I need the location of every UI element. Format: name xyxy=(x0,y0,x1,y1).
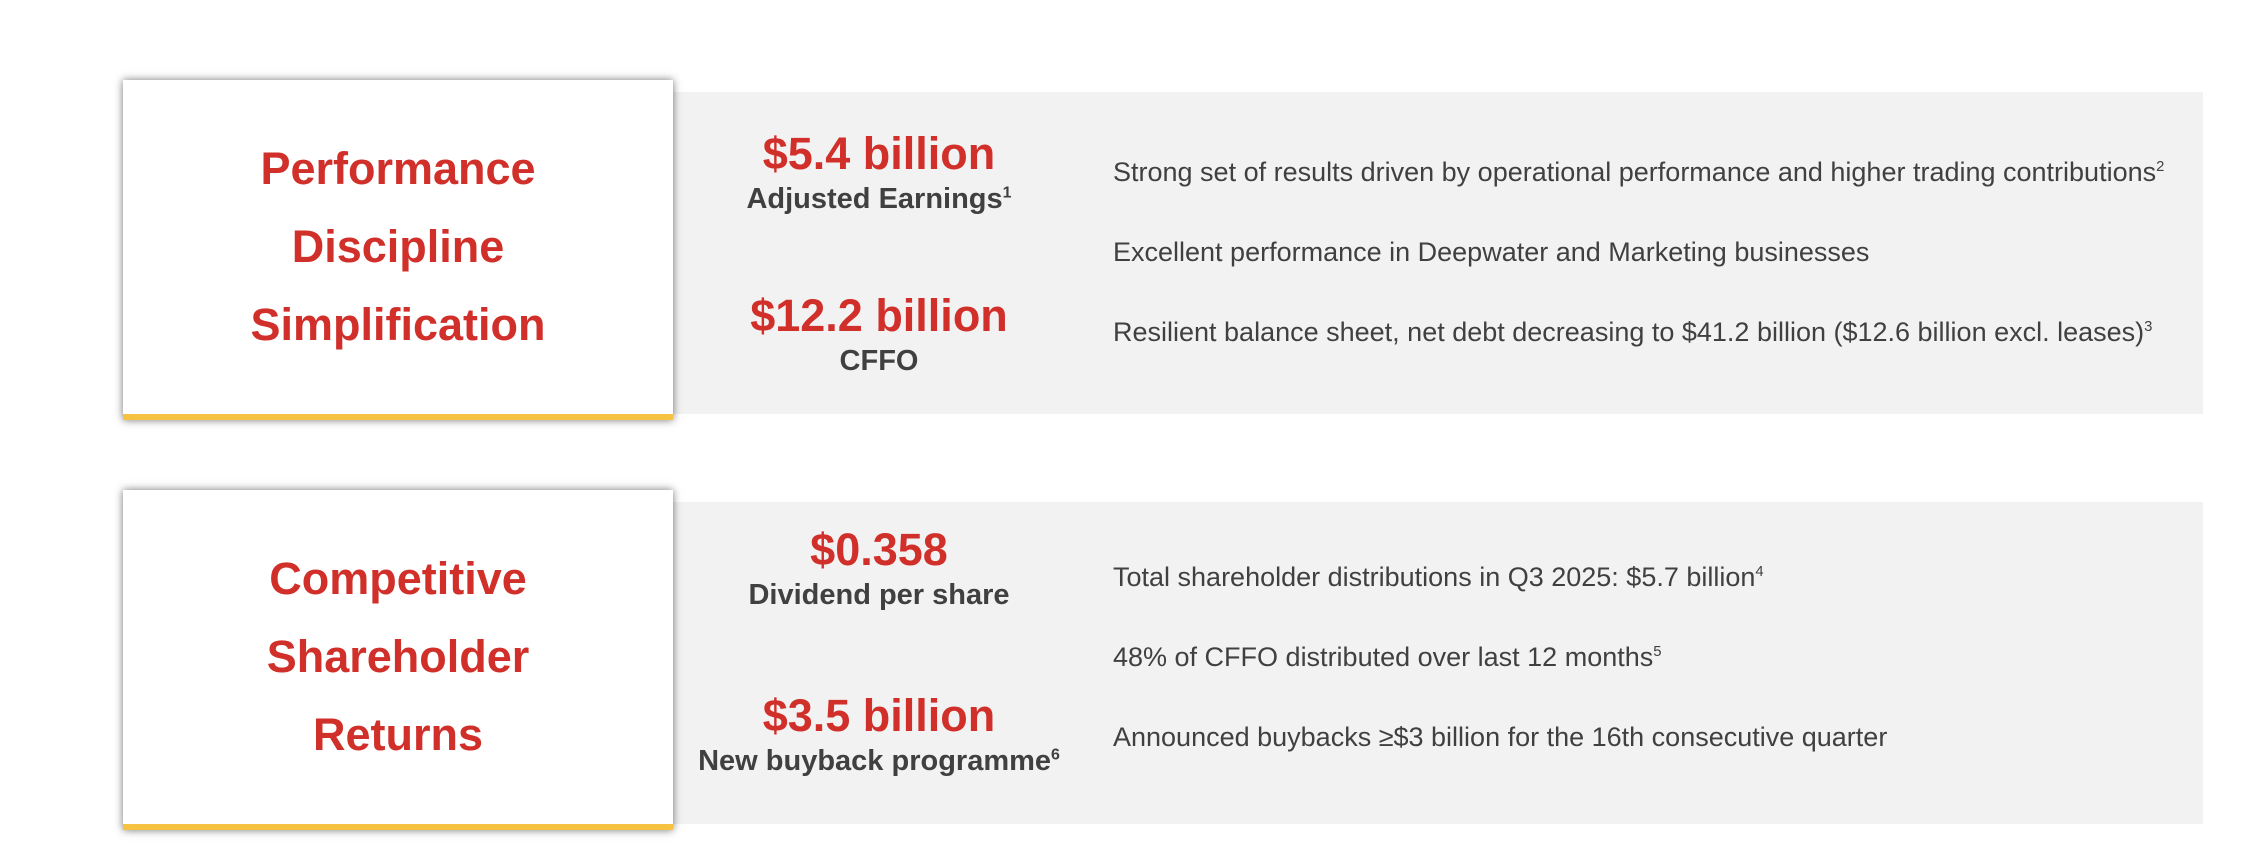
bullet-item: 48% of CFFO distributed over last 12 mon… xyxy=(1113,642,1662,672)
performance-title-card: Performance Discipline Simplification xyxy=(123,80,673,420)
footnote-marker: 4 xyxy=(1755,564,1764,580)
footnote-marker: 6 xyxy=(1051,746,1060,764)
metric-buyback: $3.5 billion New buyback programme6 xyxy=(689,690,1069,780)
metric-cffo: $12.2 billion CFFO xyxy=(689,290,1069,380)
bullet-item: Strong set of results driven by operatio… xyxy=(1113,157,2165,187)
title-line: Shareholder xyxy=(266,631,530,682)
metric-label: New buyback programme6 xyxy=(698,745,1060,777)
bullet-item: Total shareholder distributions in Q3 20… xyxy=(1113,562,1764,592)
metric-dividend: $0.358 Dividend per share xyxy=(689,524,1069,614)
title-line: Performance xyxy=(260,143,536,194)
footnote-marker: 5 xyxy=(1653,644,1662,660)
title-line: Simplification xyxy=(250,299,546,350)
title-line: Returns xyxy=(312,709,483,760)
metric-value: $3.5 billion xyxy=(762,690,996,741)
footnote-marker: 2 xyxy=(2156,159,2165,175)
metric-value: $5.4 billion xyxy=(762,128,996,179)
shareholder-title-card: Competitive Shareholder Returns xyxy=(123,490,673,830)
metric-adjusted-earnings: $5.4 billion Adjusted Earnings1 xyxy=(689,128,1069,218)
title-line: Discipline xyxy=(291,221,505,272)
shareholder-title: Competitive Shareholder Returns xyxy=(267,540,530,774)
bullet-item: Excellent performance in Deepwater and M… xyxy=(1113,237,1870,267)
performance-title: Performance Discipline Simplification xyxy=(250,130,545,364)
bullet-item: Announced buybacks ≥$3 billion for the 1… xyxy=(1113,722,1888,752)
metric-value: $12.2 billion xyxy=(750,290,1008,341)
title-line: Competitive xyxy=(269,553,527,604)
footnote-marker: 1 xyxy=(1002,184,1012,202)
metric-label: Adjusted Earnings1 xyxy=(746,183,1012,215)
bullet-item: Resilient balance sheet, net debt decrea… xyxy=(1113,317,2153,347)
metric-label: Dividend per share xyxy=(748,579,1010,611)
performance-panel: Performance Discipline Simplification $5… xyxy=(123,80,2203,426)
metric-label: CFFO xyxy=(839,345,919,377)
footnote-marker: 3 xyxy=(2144,319,2153,335)
performance-details-background xyxy=(673,92,2203,414)
metric-value: $0.358 xyxy=(810,524,948,575)
shareholder-details-background xyxy=(673,502,2203,824)
shareholder-returns-panel: Competitive Shareholder Returns $0.358 D… xyxy=(123,490,2203,836)
